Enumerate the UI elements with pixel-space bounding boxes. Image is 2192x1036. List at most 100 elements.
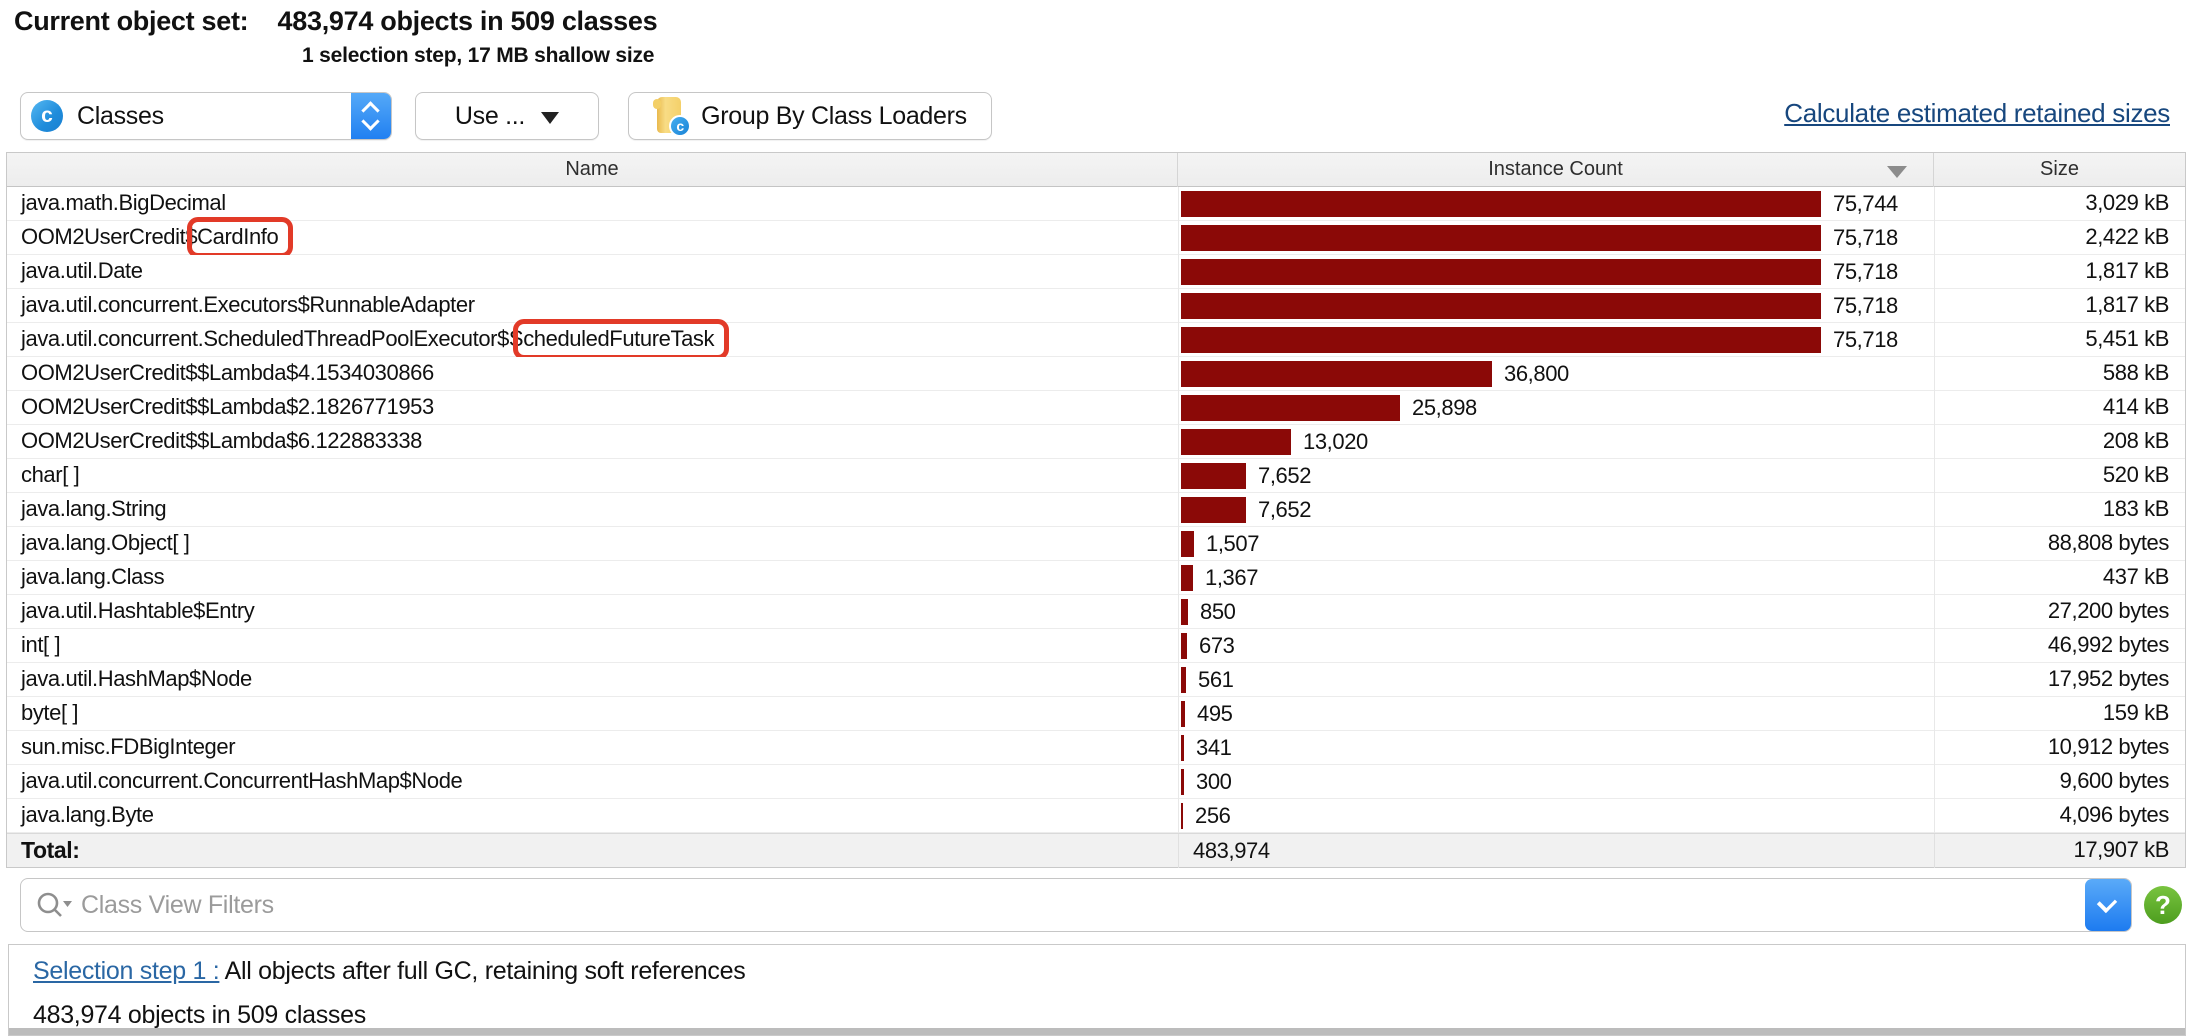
size-cell: 9,600 bytes: [1934, 765, 2185, 799]
column-header-size[interactable]: Size: [2040, 158, 2079, 180]
table-row[interactable]: java.util.concurrent.ConcurrentHashMap$N…: [7, 765, 2185, 799]
class-name-cell: java.util.Date: [21, 258, 143, 283]
instance-count-cell: 36,800: [1178, 357, 1934, 391]
class-name-cell: sun.misc.FDBigInteger: [21, 734, 236, 759]
instance-count-bar: [1181, 565, 1193, 591]
view-selector-value: Classes: [77, 101, 164, 130]
table-row[interactable]: java.util.concurrent.ScheduledThreadPool…: [7, 319, 2185, 360]
instance-count-bar: [1181, 191, 1821, 217]
instance-count-cell: 673: [1178, 629, 1934, 663]
class-name-cell: OOM2UserCredit$$Lambda$2.1826771953: [21, 394, 434, 419]
table-row[interactable]: sun.misc.FDBigInteger 341 10,912 bytes: [7, 731, 2185, 765]
instance-count-bar: [1181, 327, 1821, 353]
class-view-filters-input[interactable]: [81, 880, 2051, 930]
instance-count-cell: 7,652: [1178, 493, 1934, 527]
group-button-label: Group By Class Loaders: [701, 101, 967, 130]
calculate-retained-sizes-link[interactable]: Calculate estimated retained sizes: [1784, 98, 2170, 128]
selection-step-description: All objects after full GC, retaining sof…: [219, 957, 746, 985]
instance-count-cell: 75,718: [1178, 289, 1934, 323]
instance-count-value: 256: [1195, 803, 1231, 828]
instance-count-cell: 341: [1178, 731, 1934, 765]
table-header: Name Instance Count Size: [7, 153, 2185, 187]
instance-count-cell: 75,718: [1178, 323, 1934, 357]
class-name-cell: OOM2UserCredit$CardInfo: [7, 217, 1178, 258]
filter-options-dropdown-button[interactable]: [2085, 879, 2131, 931]
class-name-cell: java.util.HashMap$Node: [21, 666, 252, 691]
table-row[interactable]: java.util.HashMap$Node 561 17,952 bytes: [7, 663, 2185, 697]
table-row[interactable]: java.lang.Byte 256 4,096 bytes: [7, 799, 2185, 833]
instance-count-cell: 13,020: [1178, 425, 1934, 459]
instance-count-value: 75,718: [1833, 327, 1898, 352]
table-row[interactable]: char[ ] 7,652 520 kB: [7, 459, 2185, 493]
instance-count-cell: 256: [1178, 799, 1934, 833]
instance-count-value: 75,744: [1833, 191, 1898, 216]
class-name-cell: java.lang.Class: [21, 564, 165, 589]
total-instance-count: 483,974: [1178, 834, 1934, 868]
view-selector-dropdown[interactable]: c Classes: [20, 92, 392, 140]
chevron-down-icon: [2096, 892, 2118, 914]
class-name-cell: java.lang.String: [21, 496, 167, 521]
table-row[interactable]: OOM2UserCredit$$Lambda$4.1534030866 36,80…: [7, 357, 2185, 391]
table-row[interactable]: byte[ ] 495 159 kB: [7, 697, 2185, 731]
instance-count-bar: [1181, 803, 1183, 829]
instance-count-bar: [1181, 429, 1291, 455]
current-object-set-value: 483,974 objects in 509 classes: [277, 6, 658, 36]
instance-count-bar: [1181, 463, 1246, 489]
class-name-cell: java.util.concurrent.Executors$RunnableA…: [21, 292, 475, 317]
instance-count-bar: [1181, 259, 1821, 285]
table-row[interactable]: OOM2UserCredit$$Lambda$6.122883338 13,020…: [7, 425, 2185, 459]
instance-count-value: 7,652: [1258, 463, 1312, 488]
column-header-name[interactable]: Name: [7, 153, 1178, 187]
selection-step-1-link[interactable]: Selection step 1 :: [33, 957, 220, 985]
instance-count-value: 561: [1198, 667, 1234, 692]
class-name-cell: java.util.concurrent.ScheduledThreadPool…: [7, 319, 1178, 360]
instance-count-cell: 1,507: [1178, 527, 1934, 561]
instance-count-value: 1,507: [1206, 531, 1260, 556]
table-row[interactable]: OOM2UserCredit$$Lambda$2.1826771953 25,89…: [7, 391, 2185, 425]
size-cell: 5,451 kB: [1934, 323, 2185, 357]
current-object-set-label: Current object set:: [14, 6, 249, 36]
table-row[interactable]: java.util.Hashtable$Entry 850 27,200 bytes: [7, 595, 2185, 629]
instance-count-bar: [1181, 531, 1194, 557]
selection-objects-summary: 483,974 objects in 509 classes: [33, 1001, 366, 1029]
column-header-instance-count[interactable]: Instance Count: [1178, 153, 1934, 187]
instance-count-value: 75,718: [1833, 293, 1898, 318]
table-row[interactable]: java.lang.Object[ ] 1,507 88,808 bytes: [7, 527, 2185, 561]
total-row: Total: 483,974 17,907 kB: [7, 833, 2185, 868]
dropdown-stepper-icon[interactable]: [351, 93, 391, 139]
table-row[interactable]: java.lang.Class 1,367 437 kB: [7, 561, 2185, 595]
size-cell: 17,952 bytes: [1934, 663, 2185, 697]
table-row[interactable]: java.util.concurrent.Executors$RunnableA…: [7, 289, 2185, 323]
instance-count-bar: [1181, 395, 1400, 421]
class-name-cell: java.util.Hashtable$Entry: [21, 598, 255, 623]
instance-count-bar: [1181, 293, 1821, 319]
help-button[interactable]: ?: [2144, 886, 2182, 924]
caret-down-icon: [541, 112, 560, 124]
size-cell: 520 kB: [1934, 459, 2185, 493]
instance-count-value: 300: [1196, 769, 1232, 794]
table-row[interactable]: java.math.BigDecimal 75,744 3,029 kB: [7, 187, 2185, 221]
instance-count-bar: [1181, 701, 1185, 727]
table-row[interactable]: java.lang.String 7,652 183 kB: [7, 493, 2185, 527]
instance-count-value: 13,020: [1303, 429, 1368, 454]
group-by-class-loaders-button[interactable]: c Group By Class Loaders: [628, 92, 992, 140]
instance-count-value: 850: [1200, 599, 1236, 624]
table-row[interactable]: OOM2UserCredit$CardInfo 75,718 2,422 kB: [7, 217, 2185, 258]
class-name-cell: char[ ]: [21, 462, 80, 487]
instance-count-cell: 75,718: [1178, 221, 1934, 255]
table-row[interactable]: java.util.Date 75,718 1,817 kB: [7, 255, 2185, 289]
instance-count-cell: 561: [1178, 663, 1934, 697]
instance-count-bar: [1181, 225, 1821, 251]
total-label: Total:: [21, 837, 80, 863]
red-annotation-box: cheduledFutureTask: [513, 319, 730, 360]
table-row[interactable]: int[ ] 673 46,992 bytes: [7, 629, 2185, 663]
size-cell: 1,817 kB: [1934, 255, 2185, 289]
instance-count-value: 341: [1196, 735, 1232, 760]
size-cell: 437 kB: [1934, 561, 2185, 595]
class-name-cell: java.lang.Byte: [21, 802, 154, 827]
instance-count-bar: [1181, 361, 1492, 387]
class-name-cell: java.util.concurrent.ConcurrentHashMap$N…: [21, 768, 463, 793]
instance-count-value: 7,652: [1258, 497, 1312, 522]
use-button[interactable]: Use ...: [415, 92, 599, 140]
